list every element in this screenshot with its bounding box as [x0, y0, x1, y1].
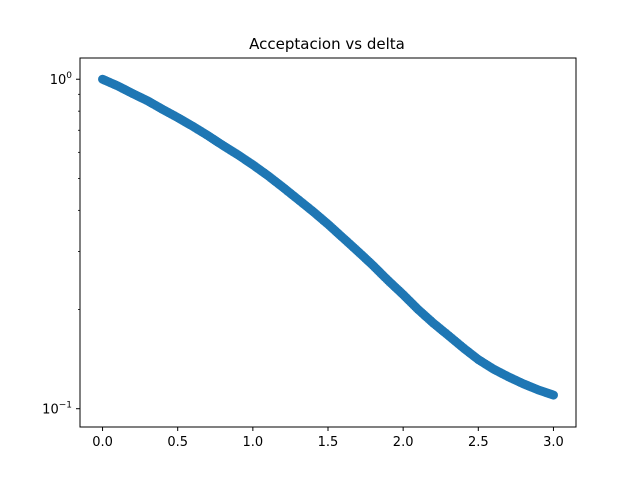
data-points: [98, 74, 558, 400]
x-tick-label: 0.0: [92, 435, 113, 450]
x-tick-label: 2.0: [393, 435, 414, 450]
x-tick-label: 1.5: [318, 435, 339, 450]
x-tick-label: 3.0: [543, 435, 564, 450]
x-axis: 0.0 0.5 1.0 1.5 2.0 2.5 3.0: [92, 427, 564, 450]
y-axis: 100 10−1: [42, 71, 80, 418]
x-tick-label: 2.5: [468, 435, 489, 450]
x-tick-label: 0.5: [167, 435, 188, 450]
y-tick-label: 100: [50, 71, 73, 88]
y-tick-label: 10−1: [42, 401, 72, 418]
x-tick-label: 1.0: [243, 435, 264, 450]
data-point: [548, 390, 558, 400]
chart-title: Acceptacion vs delta: [249, 35, 405, 53]
